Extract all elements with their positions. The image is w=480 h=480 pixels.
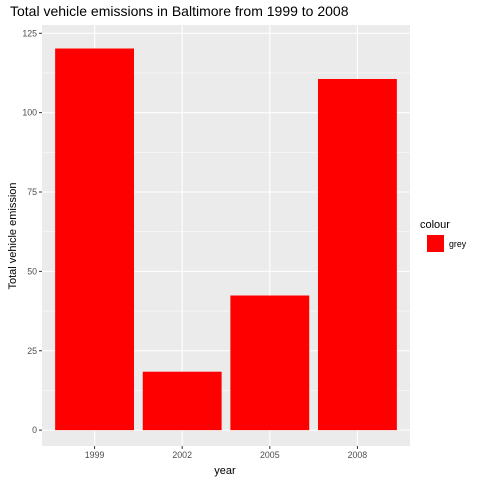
x-tick-label: 2005 — [260, 450, 280, 460]
y-tick-label: 50 — [27, 266, 37, 276]
x-tick-label: 2008 — [348, 450, 368, 460]
legend-key — [427, 235, 444, 252]
y-tick-label: 125 — [22, 28, 37, 38]
x-tick-label: 1999 — [85, 450, 105, 460]
legend: colour grey — [420, 219, 467, 252]
bar-2008 — [318, 78, 397, 431]
bar-2002 — [142, 371, 222, 431]
bars — [55, 48, 397, 431]
x-axis: 1999 2002 2005 2008 — [85, 446, 368, 460]
legend-label: grey — [449, 239, 467, 249]
chart-title: Total vehicle emissions in Baltimore fro… — [10, 3, 349, 19]
y-axis: 0 25 50 75 100 125 — [22, 28, 42, 435]
y-tick-label: 75 — [27, 187, 37, 197]
x-tick-label: 2002 — [172, 450, 192, 460]
x-axis-title: year — [214, 465, 236, 477]
legend-title: colour — [420, 219, 450, 231]
bar-2005 — [230, 295, 310, 431]
bar-1999 — [55, 48, 135, 431]
y-tick-label: 25 — [27, 346, 37, 356]
y-tick-label: 0 — [32, 425, 37, 435]
y-axis-title: Total vehicle emission — [7, 183, 19, 290]
y-tick-label: 100 — [22, 108, 37, 118]
